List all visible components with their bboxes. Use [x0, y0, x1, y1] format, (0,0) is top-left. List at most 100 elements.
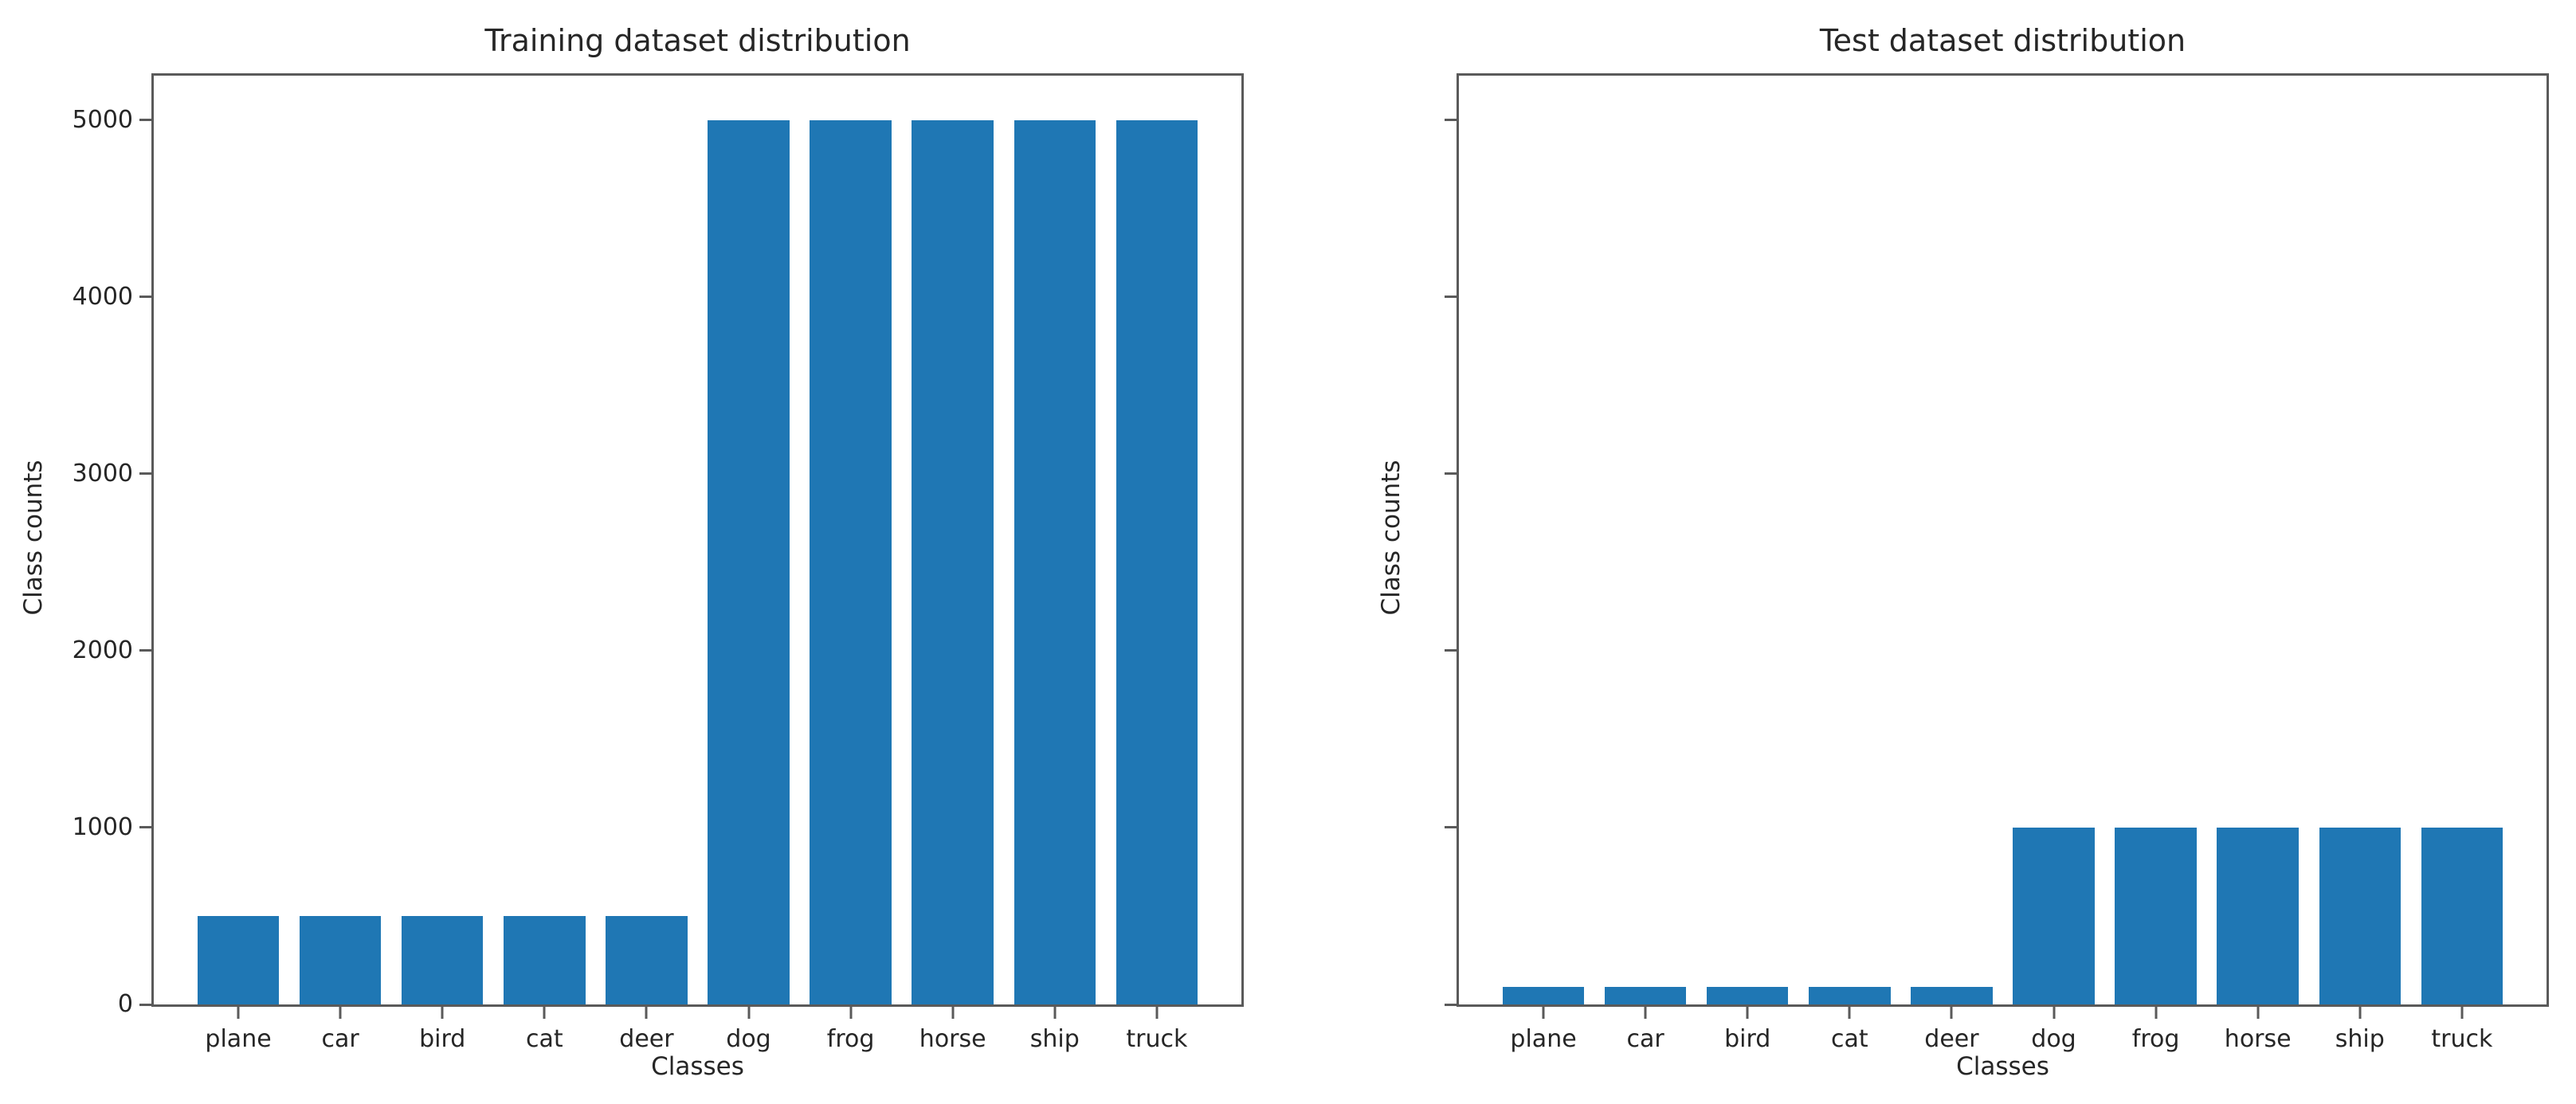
x-tick-label: horse — [2224, 1025, 2292, 1053]
x-tick-label: ship — [2335, 1025, 2385, 1053]
y-tick-mark — [139, 826, 151, 829]
x-tick-label: frog — [2131, 1025, 2180, 1053]
bar-slot: bird — [391, 76, 493, 1053]
x-tick-label: cat — [1831, 1025, 1868, 1053]
bar-slot: bird — [1696, 76, 1798, 1053]
x-tick-label: bird — [1724, 1025, 1771, 1053]
x-tick-mark — [747, 1007, 751, 1019]
x-tick-label: cat — [526, 1025, 563, 1053]
x-tick-label: plane — [1510, 1025, 1577, 1053]
bar-dog — [2013, 827, 2095, 1004]
x-tick-label: truck — [2431, 1025, 2493, 1053]
x-tick-mark — [2053, 1007, 2056, 1019]
chart-title-test: Test dataset distribution — [1819, 23, 2186, 58]
plot-area-test: Test dataset distribution Classes plane c… — [1445, 23, 2549, 1081]
x-axis-label-training: Classes — [651, 1052, 744, 1081]
bar-cat — [504, 915, 586, 1004]
bar-slot: dog — [697, 76, 799, 1053]
y-tick-mark — [1445, 649, 1457, 652]
bar-dog — [708, 119, 790, 1004]
bar-truck — [1115, 119, 1198, 1004]
x-tick-label: dog — [726, 1025, 771, 1053]
x-tick-mark — [645, 1007, 648, 1019]
y-axis-label-training: Class counts — [19, 460, 48, 616]
x-tick-label: deer — [1924, 1025, 1979, 1053]
y-tick-mark — [1445, 119, 1457, 122]
subplot-training: Training dataset distribution Classes 0 1… — [19, 23, 1244, 1081]
bar-slot: deer — [1900, 76, 2002, 1053]
bar-deer — [1911, 986, 1993, 1004]
x-tick-mark — [1644, 1007, 1647, 1019]
y-tick-mark — [139, 1003, 151, 1006]
x-tick-mark — [2256, 1007, 2260, 1019]
bar-slot: ship — [2309, 76, 2411, 1053]
y-tick-mark — [1445, 296, 1457, 299]
bar-slot: plane — [187, 76, 289, 1053]
x-tick-mark — [1950, 1007, 1953, 1019]
y-tick-label: 0 — [117, 990, 133, 1018]
x-tick-mark — [1542, 1007, 1545, 1019]
x-tick-mark — [2155, 1007, 2158, 1019]
y-tick-mark — [139, 649, 151, 652]
y-axis-label-test: Class counts — [1377, 460, 1406, 616]
x-tick-mark — [951, 1007, 955, 1019]
bars-row: plane car bird cat deer dog frog horse ship truck — [1459, 76, 2547, 1053]
bar-plane — [1502, 986, 1585, 1004]
bar-truck — [2421, 827, 2503, 1004]
y-tick-mark — [1445, 826, 1457, 829]
bar-slot: horse — [902, 76, 1004, 1053]
y-tick-label: 1000 — [72, 812, 133, 841]
x-tick-mark — [849, 1007, 853, 1019]
bar-slot: truck — [1106, 76, 1208, 1053]
x-axis-label-test: Classes — [1956, 1052, 2049, 1081]
bar-slot: horse — [2207, 76, 2309, 1053]
x-tick-label: car — [321, 1025, 359, 1053]
x-tick-mark — [1746, 1007, 1749, 1019]
x-tick-mark — [1848, 1007, 1851, 1019]
bar-bird — [402, 915, 484, 1004]
bar-frog — [2115, 827, 2197, 1004]
bar-slot: car — [289, 76, 391, 1053]
bar-slot: plane — [1492, 76, 1594, 1053]
y-tick-label: 3000 — [72, 459, 133, 487]
bar-slot: car — [1594, 76, 1696, 1053]
y-tick-mark — [139, 296, 151, 299]
x-tick-label: dog — [2031, 1025, 2076, 1053]
subplot-test: Test dataset distribution Classes plane c… — [1288, 0, 2576, 1104]
x-tick-label: deer — [619, 1025, 674, 1053]
bar-slot: deer — [595, 76, 697, 1053]
bar-plane — [197, 915, 280, 1004]
bars-row: plane car bird cat deer dog frog horse ship truck — [154, 76, 1241, 1053]
bar-slot: cat — [493, 76, 595, 1053]
bar-slot: frog — [2105, 76, 2207, 1053]
plot-area-training: Training dataset distribution Classes 0 1… — [73, 23, 1244, 1081]
y-tick-label: 5000 — [72, 105, 133, 134]
bar-ship — [1014, 119, 1096, 1004]
x-tick-mark — [237, 1007, 240, 1019]
y-tick-label: 4000 — [72, 282, 133, 311]
x-tick-mark — [441, 1007, 444, 1019]
y-tick-label: 2000 — [72, 636, 133, 664]
bar-frog — [810, 119, 892, 1004]
bar-slot: cat — [1798, 76, 1900, 1053]
x-tick-label: bird — [419, 1025, 466, 1053]
y-tick-mark — [139, 119, 151, 122]
chart-title-training: Training dataset distribution — [484, 23, 911, 58]
x-tick-label: truck — [1126, 1025, 1188, 1053]
x-tick-mark — [1155, 1007, 1159, 1019]
y-tick-mark — [139, 472, 151, 476]
bar-car — [299, 915, 382, 1004]
x-tick-label: horse — [919, 1025, 986, 1053]
x-tick-mark — [543, 1007, 546, 1019]
y-tick-mark — [1445, 1003, 1457, 1006]
bar-slot: frog — [800, 76, 902, 1053]
x-tick-label: car — [1626, 1025, 1664, 1053]
x-tick-mark — [1053, 1007, 1057, 1019]
bar-slot: ship — [1004, 76, 1106, 1053]
bar-car — [1604, 986, 1687, 1004]
x-tick-mark — [339, 1007, 342, 1019]
bar-bird — [1707, 986, 1789, 1004]
x-tick-label: ship — [1029, 1025, 1080, 1053]
x-tick-label: frog — [826, 1025, 875, 1053]
